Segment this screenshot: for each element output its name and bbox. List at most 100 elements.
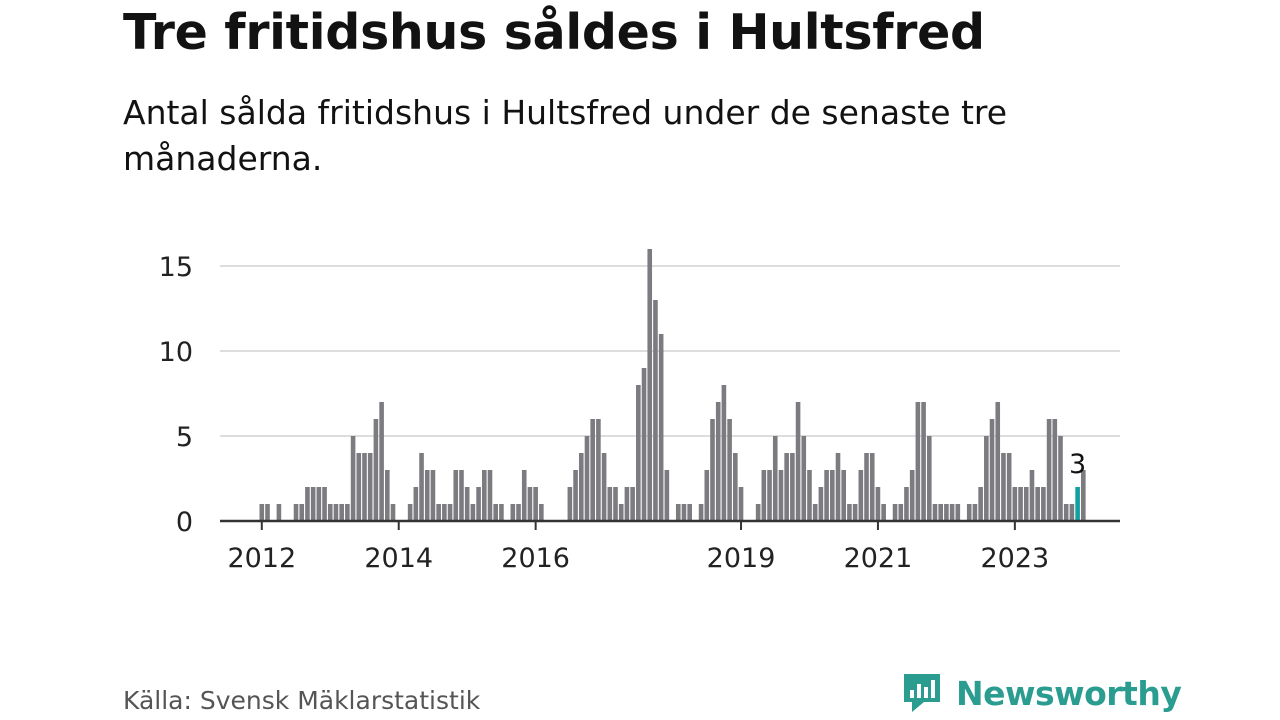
- bar: [305, 487, 310, 521]
- bar: [510, 504, 516, 521]
- bar-highlight: [1075, 487, 1080, 521]
- bar: [373, 419, 379, 521]
- bar: [647, 249, 653, 521]
- bar: [578, 453, 584, 521]
- bar: [1035, 487, 1040, 521]
- bar: [909, 470, 915, 521]
- bar: [385, 470, 390, 521]
- bar: [875, 487, 881, 521]
- bar: [824, 470, 829, 521]
- bar: [641, 368, 647, 521]
- bar: [470, 504, 476, 521]
- x-tick-label: 2021: [844, 543, 913, 574]
- bar: [761, 470, 767, 521]
- bar: [966, 504, 972, 521]
- bar: [499, 504, 504, 521]
- bar: [1012, 487, 1018, 521]
- bar: [858, 470, 864, 521]
- chart-subtitle: Antal sålda fritidshus i Hultsfred under…: [123, 93, 1008, 178]
- bar: [755, 504, 761, 521]
- bar: [567, 487, 573, 521]
- bar: [339, 504, 344, 521]
- bar: [322, 487, 327, 521]
- bar: [533, 487, 538, 521]
- bar: [978, 487, 983, 521]
- bar: [955, 504, 961, 521]
- bar: [807, 470, 812, 521]
- bar: [430, 470, 436, 521]
- bar: [921, 402, 926, 521]
- bar: [362, 453, 367, 521]
- bar: [481, 470, 487, 521]
- bar: [1069, 504, 1075, 521]
- bar: [453, 470, 459, 521]
- x-tick-label: 2014: [364, 543, 433, 574]
- bar: [904, 487, 909, 521]
- bar: [379, 402, 384, 521]
- bar: [327, 504, 333, 521]
- bar: [527, 487, 533, 521]
- brand-logo[interactable]: Newsworthy: [900, 670, 1182, 716]
- bar: [356, 453, 362, 521]
- bar: [926, 436, 932, 521]
- bar: [259, 504, 265, 521]
- x-tick-label: 2019: [707, 543, 776, 574]
- data-label-latest: 3: [1069, 449, 1086, 480]
- bar: [345, 504, 350, 521]
- bar: [265, 504, 270, 521]
- bar: [419, 453, 424, 521]
- bar: [573, 470, 578, 521]
- bar: [812, 504, 818, 521]
- bar: [476, 487, 481, 521]
- bar: [658, 334, 664, 521]
- y-tick-label: 0: [176, 507, 193, 538]
- x-tick-label: 2023: [981, 543, 1050, 574]
- axes: [220, 519, 1120, 530]
- bar: [881, 504, 886, 521]
- chart-title: Tre fritidshus såldes i Hultsfred: [123, 4, 985, 61]
- bar: [618, 504, 624, 521]
- bar: [1029, 470, 1035, 521]
- labels: 0 5 10 15 2012 2014 2016 2019 2021 2023 3: [159, 252, 1087, 574]
- y-tick-label: 10: [159, 337, 193, 368]
- bar: [892, 504, 898, 521]
- bar: [944, 504, 949, 521]
- bar: [869, 453, 875, 521]
- bar: [1052, 419, 1058, 521]
- bar: [630, 487, 635, 521]
- gridlines: [220, 265, 1120, 437]
- bar: [596, 419, 601, 521]
- bar: [316, 487, 322, 521]
- bar: [715, 402, 721, 521]
- bar: [772, 436, 778, 521]
- bar: [407, 504, 413, 521]
- bar: [413, 487, 419, 521]
- bar: [727, 419, 732, 521]
- bar: [778, 470, 784, 521]
- bar: [841, 470, 847, 521]
- bar: [613, 487, 618, 521]
- bar: [830, 470, 835, 521]
- bar: [447, 504, 453, 521]
- bar: [299, 504, 305, 521]
- bar: [795, 402, 801, 521]
- bar: [487, 470, 493, 521]
- bar: [367, 453, 373, 521]
- bar: [835, 453, 841, 521]
- bar: [698, 504, 704, 521]
- bar: [350, 436, 356, 521]
- bar: [818, 487, 824, 521]
- bar: [1058, 436, 1063, 521]
- bar: [276, 504, 282, 521]
- bar: [333, 504, 339, 521]
- y-tick-label: 5: [176, 422, 193, 453]
- bar: [852, 504, 858, 521]
- bar: [1023, 487, 1029, 521]
- bar: [1063, 504, 1069, 521]
- bar: [590, 419, 595, 521]
- bar: [733, 453, 738, 521]
- bar: [459, 470, 464, 521]
- bar: [442, 504, 447, 521]
- bar: [681, 504, 687, 521]
- bars: [259, 249, 1086, 521]
